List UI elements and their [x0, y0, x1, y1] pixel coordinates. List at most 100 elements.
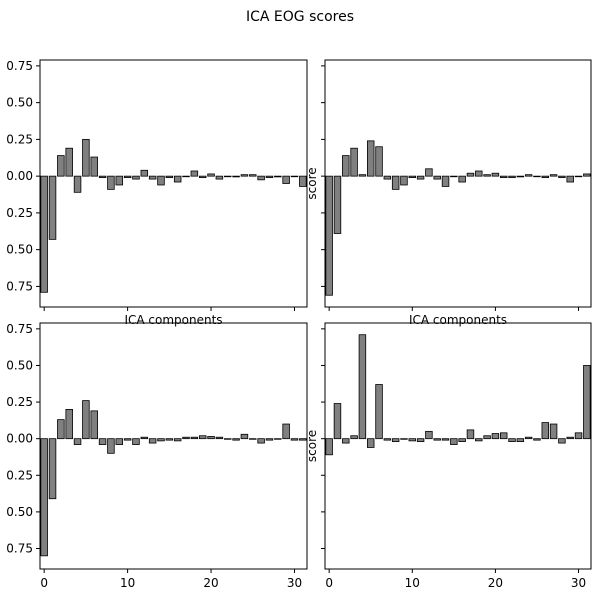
- bar-component-11: [132, 175, 140, 180]
- bar-component-6: [90, 156, 98, 177]
- figure-title: ICA EOG scores: [245, 9, 354, 25]
- x-axis-label: ICA components: [409, 313, 507, 327]
- subplot-1: 0.75 0.50 0.25 0.00 0.25 0.50 0.75 ICA componen…: [6, 59, 308, 327]
- bar-component-17: [182, 175, 190, 178]
- bar-component-3: [350, 147, 358, 177]
- bar-component-27: [549, 423, 558, 440]
- bar-component-10: [123, 175, 132, 179]
- bar-component-4: [73, 438, 82, 445]
- bar-component-18: [190, 170, 199, 177]
- bar-component-15: [165, 438, 174, 441]
- bar-component-22: [223, 438, 232, 440]
- y-tick-label: 0.50: [6, 96, 33, 110]
- bar-component-18: [475, 438, 483, 442]
- bar-component-5: [366, 140, 375, 177]
- x-tick-label: 30: [571, 576, 586, 590]
- bar-component-31: [299, 175, 307, 187]
- bar-component-5: [82, 138, 90, 177]
- bar-component-14: [441, 438, 450, 441]
- x-tick-label: 10: [120, 576, 135, 590]
- bar-component-19: [198, 175, 207, 179]
- bar-component-23: [232, 438, 240, 441]
- bar-component-20: [491, 172, 500, 177]
- bar-component-26: [541, 422, 550, 440]
- bar-component-0: [325, 438, 333, 456]
- x-tick-label: 30: [287, 576, 302, 590]
- bar-component-26: [257, 438, 265, 444]
- y-tick-label: 0.25: [6, 395, 33, 409]
- y-tick-label: 0.50: [6, 505, 33, 519]
- y-tick-label: 0.00: [6, 169, 33, 183]
- bar-component-1: [48, 438, 57, 500]
- bar-component-18: [475, 170, 483, 177]
- bar-component-0: [40, 438, 48, 557]
- bar-component-2: [342, 155, 350, 177]
- bar-component-12: [425, 168, 433, 177]
- bar-component-23: [232, 175, 240, 178]
- bar-component-22: [223, 175, 232, 178]
- bar-component-2: [342, 438, 350, 444]
- bar-component-22: [508, 175, 516, 179]
- bar-component-28: [558, 175, 566, 179]
- bar-component-21: [215, 175, 224, 180]
- bar-component-12: [425, 430, 433, 440]
- bar-component-12: [140, 169, 149, 177]
- bar-component-26: [541, 175, 550, 179]
- bar-component-10: [408, 438, 417, 442]
- bar-component-24: [524, 436, 533, 440]
- y-tick-label: 0.50: [6, 358, 33, 372]
- axes-frame: [324, 322, 592, 570]
- y-axis-label: score: [305, 167, 319, 199]
- bar-component-23: [516, 438, 525, 443]
- bar-component-13: [433, 175, 441, 180]
- y-tick-label: 0.75: [6, 542, 33, 556]
- bar-component-6: [375, 146, 383, 177]
- bar-component-17: [466, 429, 475, 440]
- bar-component-2: [57, 419, 65, 440]
- bar-component-9: [115, 438, 124, 445]
- bar-component-25: [533, 438, 541, 441]
- bar-component-3: [65, 147, 73, 177]
- bar-component-10: [408, 175, 417, 179]
- bar-component-11: [132, 438, 140, 445]
- bar-component-19: [483, 174, 491, 177]
- x-tick-label: 0: [325, 576, 333, 590]
- bar-component-10: [123, 438, 132, 441]
- bar-component-30: [574, 432, 583, 440]
- bar-component-29: [566, 436, 574, 440]
- bar-component-1: [48, 175, 57, 240]
- y-tick-label: 0.50: [6, 243, 33, 257]
- bar-component-4: [358, 334, 367, 440]
- bar-component-13: [433, 438, 441, 441]
- bar-component-9: [400, 438, 408, 440]
- bar-component-14: [157, 438, 165, 442]
- bar-component-29: [282, 175, 290, 184]
- bar-component-29: [282, 423, 290, 440]
- x-tick-label: 0: [40, 576, 48, 590]
- bar-component-11: [416, 175, 425, 180]
- bar-component-7: [383, 175, 392, 180]
- bar-component-6: [375, 384, 383, 440]
- bar-component-28: [558, 438, 566, 444]
- y-tick-label: 0.25: [6, 206, 33, 220]
- y-tick-label: 0.25: [6, 132, 33, 146]
- bar-component-31: [583, 365, 591, 440]
- x-tick-label: 20: [203, 576, 218, 590]
- bar-component-12: [140, 436, 149, 440]
- bar-component-7: [98, 438, 107, 445]
- bar-component-31: [299, 438, 307, 441]
- axes-frame: [39, 59, 308, 308]
- bar-component-20: [491, 433, 500, 440]
- bar-component-28: [274, 438, 282, 440]
- bar-component-9: [400, 175, 408, 186]
- bar-component-9: [115, 175, 124, 186]
- subplot-2: ICA components score: [305, 59, 592, 327]
- x-tick-label: 20: [488, 576, 503, 590]
- bar-component-27: [265, 175, 274, 179]
- bar-component-16: [173, 438, 182, 442]
- bar-component-27: [549, 174, 558, 177]
- bar-component-13: [148, 438, 157, 444]
- bar-component-30: [574, 175, 583, 178]
- y-tick-label: 0.25: [6, 468, 33, 482]
